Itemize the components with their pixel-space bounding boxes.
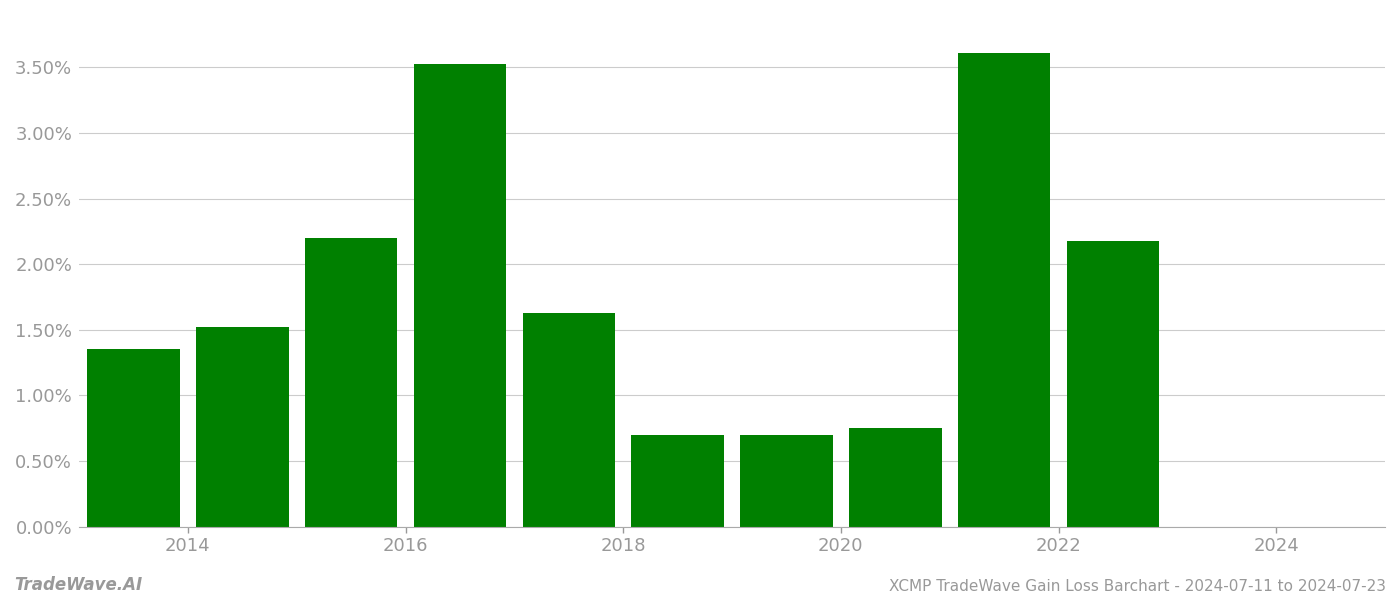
- Bar: [848, 428, 942, 527]
- Bar: [196, 327, 288, 527]
- Bar: [1067, 241, 1159, 527]
- Bar: [741, 435, 833, 527]
- Bar: [631, 435, 724, 527]
- Text: XCMP TradeWave Gain Loss Barchart - 2024-07-11 to 2024-07-23: XCMP TradeWave Gain Loss Barchart - 2024…: [889, 579, 1386, 594]
- Bar: [414, 64, 507, 527]
- Bar: [958, 53, 1050, 527]
- Bar: [87, 349, 179, 527]
- Text: TradeWave.AI: TradeWave.AI: [14, 576, 143, 594]
- Bar: [522, 313, 615, 527]
- Bar: [305, 238, 398, 527]
